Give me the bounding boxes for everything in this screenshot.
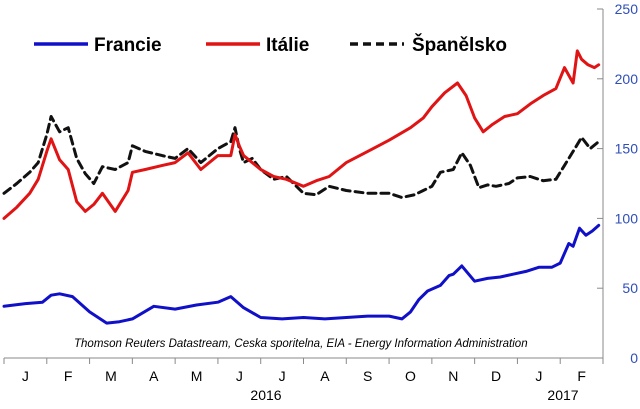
x-tick-label: D [491,368,501,384]
series-line-francie [2,223,601,325]
x-year-label-2017: 2017 [547,387,578,403]
x-tick-label: J [22,368,29,384]
x-tick-label: M [191,368,203,384]
x-tick-label: J [535,368,542,384]
x-tick-label: J [236,368,243,384]
y-tick-label: 50 [622,280,638,296]
y-tick-label: 150 [615,141,639,157]
legend-label-spanelsko: Španělsko [412,34,507,56]
source-annotation: Thomson Reuters Datastream, Ceska sporit… [74,338,528,350]
x-year-label-2016: 2016 [250,387,281,403]
y-tick-label: 0 [630,350,638,366]
legend-label-francie: Francie [94,35,162,56]
legend-label-italie: Itálie [266,35,309,56]
legend: Francie Itálie Španělsko [34,34,507,56]
x-tick-label: O [405,368,416,384]
y-tick-label: 100 [615,210,639,226]
x-tick-label: S [363,368,372,384]
x-tick-label: M [105,368,117,384]
x-tick-label: N [448,368,458,384]
y-axis-ticks: 0 50 100 150 200 250 [597,1,638,366]
y-tick-label: 250 [615,1,639,17]
x-tick-label: F [577,368,586,384]
series-line-italie [2,49,601,220]
y-tick-label: 200 [615,71,639,87]
x-tick-label: A [149,368,159,384]
series-layer [2,49,601,325]
x-tick-label: J [279,368,286,384]
x-tick-label: A [320,368,330,384]
x-tick-label: F [64,368,73,384]
